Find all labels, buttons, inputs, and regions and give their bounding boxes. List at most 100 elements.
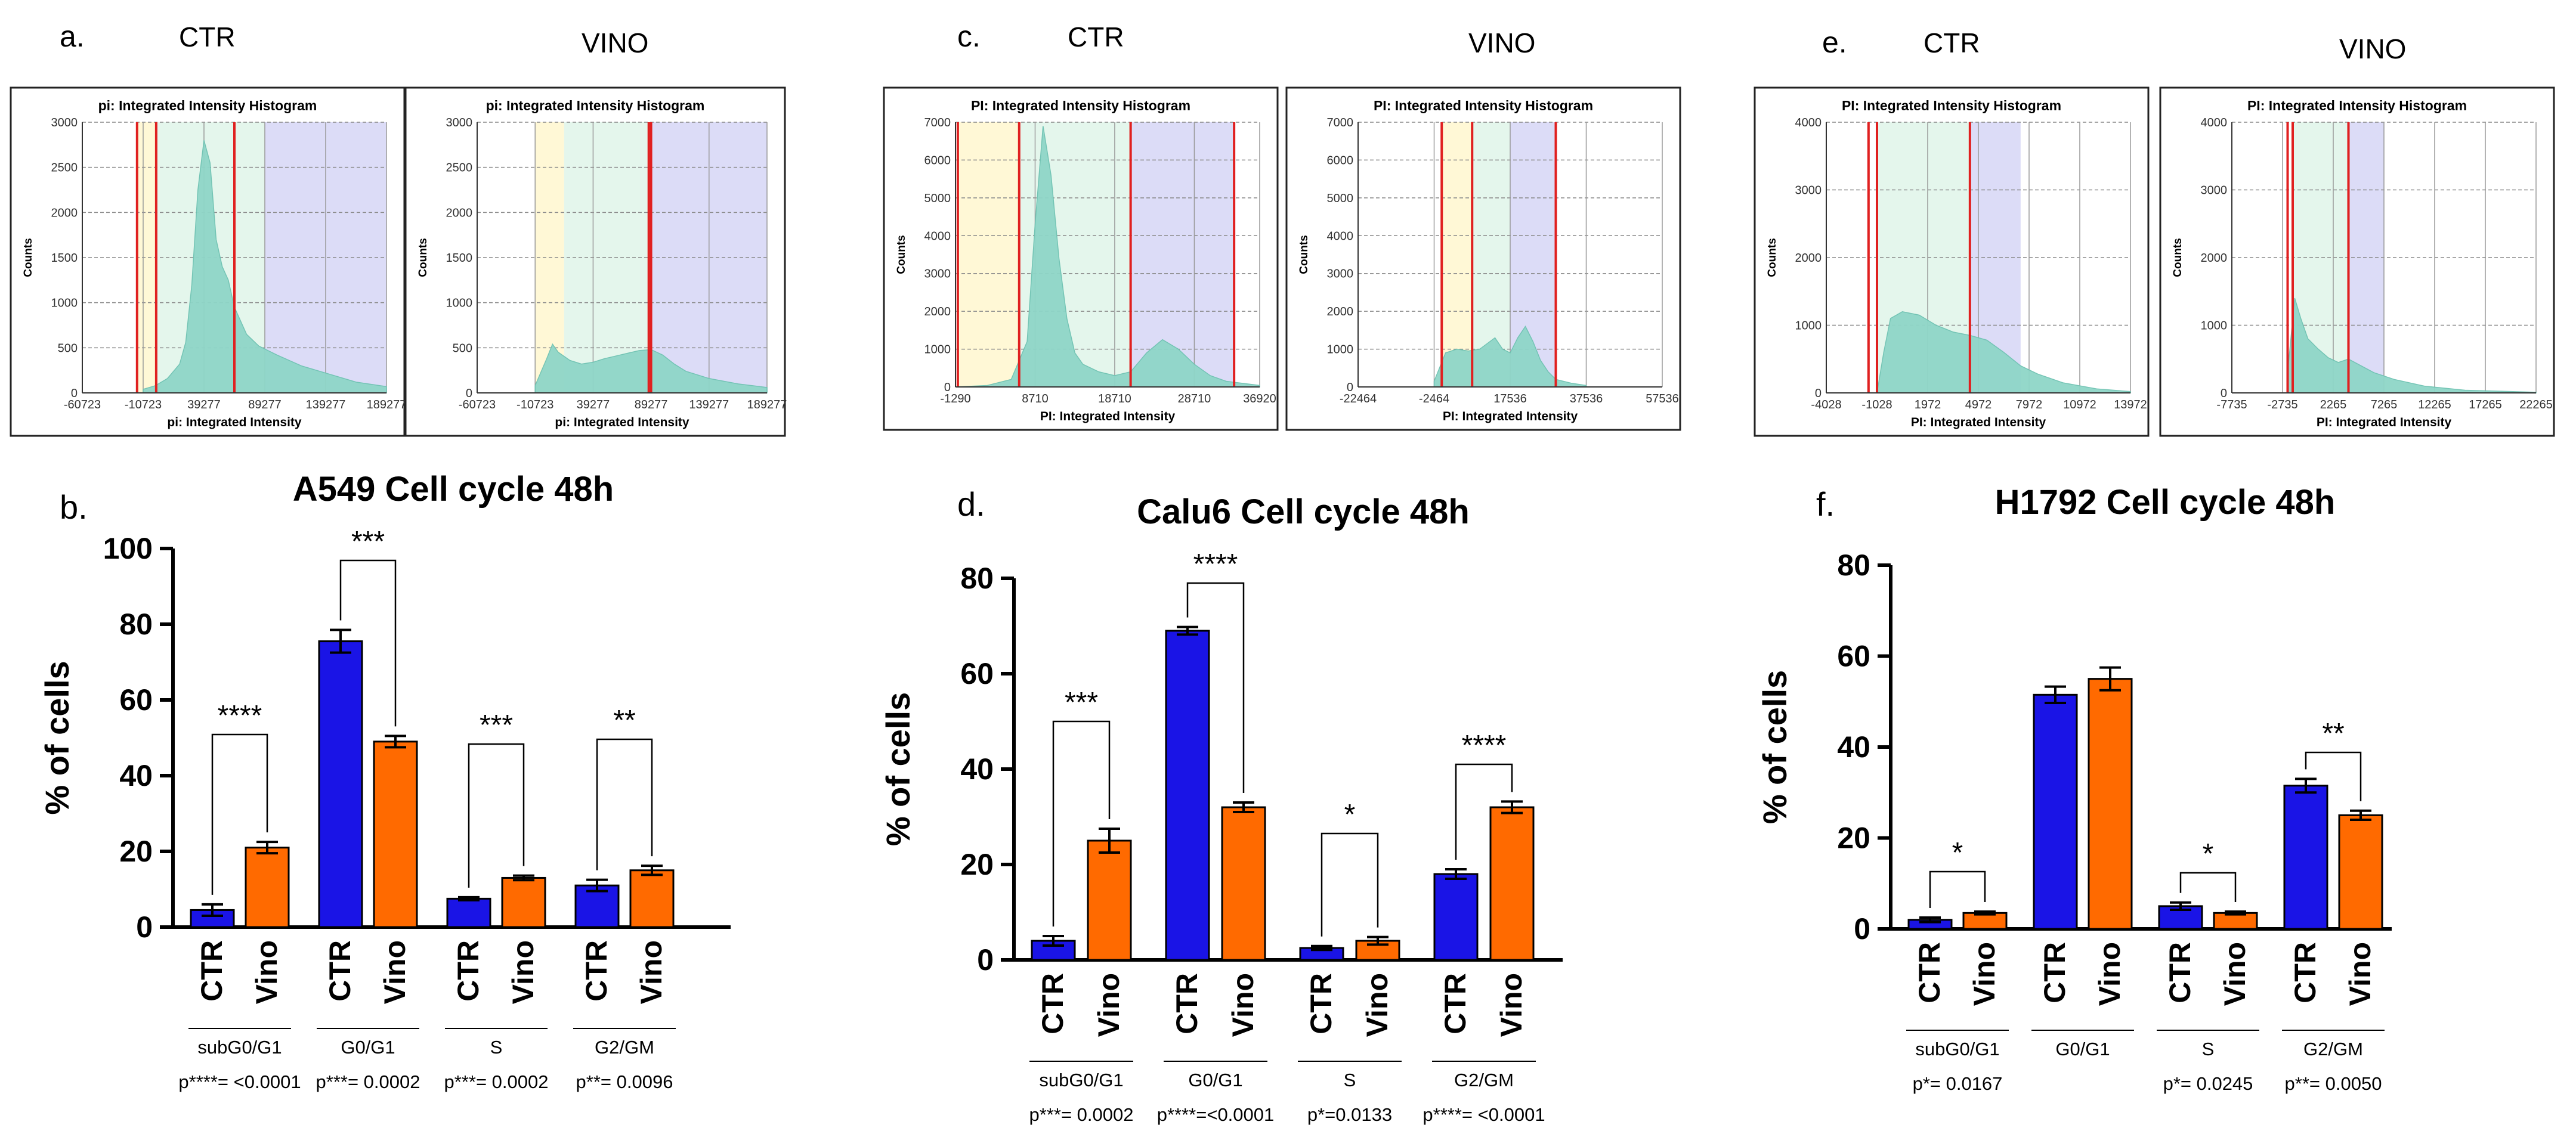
- significance-marker: ***: [480, 709, 513, 741]
- bar-ctr-2: [446, 897, 491, 928]
- group-label: G2/GM: [595, 1037, 654, 1058]
- x-tick-label: -4028: [1811, 398, 1841, 411]
- histogram-x-label: pi: Integrated Intensity: [555, 416, 689, 429]
- bar-ctr-3: [574, 884, 620, 928]
- label-d: d.: [957, 485, 985, 523]
- histogram-title: pi: Integrated Intensity Histogram: [98, 98, 317, 113]
- bar-label: Vino: [1360, 973, 1394, 1037]
- bar-label: CTR: [1170, 973, 1204, 1034]
- bar-vino-0: [245, 847, 290, 928]
- y-tick-label: 0: [2221, 387, 2227, 400]
- y-tick-label: 6000: [1327, 154, 1354, 167]
- x-tick-label: 7265: [2371, 398, 2398, 411]
- group-label: G0/G1: [341, 1037, 395, 1058]
- bar-label: Vino: [635, 940, 668, 1004]
- significance-marker: ***: [1065, 687, 1098, 718]
- significance-marker: ****: [1193, 549, 1238, 580]
- bar-chart-title: A549 Cell cycle 48h: [293, 470, 614, 509]
- y-tick-label: 500: [453, 342, 472, 355]
- p-value-label: p**= 0.0050: [2285, 1073, 2382, 1094]
- x-tick-label: 7972: [2016, 398, 2043, 411]
- significance-marker: ****: [1462, 730, 1507, 761]
- y-tick-label: 20: [960, 848, 994, 881]
- x-tick-label: 28710: [1178, 392, 1211, 405]
- y-tick-label: 1000: [1795, 320, 1822, 333]
- histogram-panel-a-vino: pi: Integrated Intensity Histogram 0 500 10…: [404, 86, 787, 437]
- p-value-label: p****= <0.0001: [1422, 1104, 1545, 1125]
- significance-bracket: [211, 733, 268, 895]
- y-tick-label: 7000: [924, 116, 951, 129]
- bar-label: Vino: [1495, 973, 1528, 1037]
- bar-vino-0: [1087, 839, 1132, 961]
- p-value-label: p*= 0.0167: [1913, 1073, 2003, 1094]
- x-tick-label: 13972: [2114, 398, 2147, 411]
- x-tick-label: -2464: [1419, 392, 1449, 405]
- y-tick-label: 3000: [446, 116, 473, 129]
- y-tick-label: 2000: [1795, 252, 1822, 265]
- bar-label: Vino: [2218, 942, 2252, 1006]
- x-tick-label: -10723: [125, 398, 162, 411]
- x-tick-label: 89277: [635, 398, 668, 411]
- group-label: subG0/G1: [197, 1037, 282, 1058]
- y-tick-label: 0: [136, 910, 153, 944]
- bar-ctr-3: [2283, 785, 2328, 930]
- label-a-vino: VINO: [582, 27, 648, 58]
- label-c-vino: VINO: [1468, 27, 1535, 58]
- x-tick-label: 1972: [1915, 398, 1941, 411]
- y-tick-label: 0: [71, 387, 78, 400]
- bar-ctr-3: [1433, 873, 1479, 961]
- histogram-title: PI: Integrated Intensity Histogram: [1842, 98, 2061, 113]
- bar-label: Vino: [378, 940, 412, 1004]
- label-a: a.: [60, 20, 85, 53]
- histogram-title: PI: Integrated Intensity Histogram: [2247, 98, 2467, 113]
- y-tick-label: 0: [977, 943, 994, 977]
- charts: pi: Integrated Intensity Histogram 0 500 10…: [10, 86, 2555, 1125]
- y-tick-label: 40: [960, 752, 994, 786]
- y-tick-label: 4000: [924, 230, 951, 243]
- histogram-title: pi: Integrated Intensity Histogram: [486, 98, 705, 113]
- histogram-panel-a-ctr: pi: Integrated Intensity Histogram 0 500 10…: [10, 86, 406, 437]
- y-tick-label: 6000: [924, 154, 951, 167]
- x-tick-label: -1290: [940, 392, 970, 405]
- x-tick-label: -60723: [459, 398, 496, 411]
- histogram-panel-c-vino: PI: Integrated Intensity Histogram 0 1000 2…: [1285, 86, 1681, 431]
- x-tick-label: 139277: [689, 398, 729, 411]
- significance-bracket: [2179, 872, 2237, 903]
- y-axis-label: % of cells: [879, 692, 917, 846]
- label-a-ctr: CTR: [179, 21, 236, 52]
- bar-label: Vino: [2343, 942, 2377, 1006]
- p-value-label: p***= 0.0002: [316, 1071, 420, 1092]
- bar-label: CTR: [2163, 942, 2197, 1003]
- y-tick-label: 1000: [1327, 343, 1354, 357]
- x-tick-label: 36920: [1243, 392, 1276, 405]
- bar-chart-title: Calu6 Cell cycle 48h: [1137, 492, 1470, 531]
- y-tick-label: 0: [1854, 912, 1870, 946]
- gate-region-subg0: [957, 122, 1019, 387]
- bar-label: Vino: [250, 940, 283, 1004]
- y-tick-label: 40: [1837, 730, 1870, 764]
- bar-label: CTR: [1036, 973, 1069, 1034]
- bar-ctr-1: [2033, 693, 2078, 930]
- group-label: G0/G1: [2055, 1039, 2110, 1059]
- bar-label: CTR: [323, 940, 357, 1002]
- gate-region-subg0: [137, 122, 156, 393]
- bar-vino-1: [373, 740, 418, 928]
- histogram-area: [1876, 311, 2131, 393]
- y-tick-label: 1000: [924, 343, 951, 357]
- significance-marker: ***: [351, 526, 385, 557]
- bar-vino-2: [501, 876, 546, 928]
- x-tick-label: 57536: [1646, 392, 1679, 405]
- significance-bracket: [1052, 720, 1111, 927]
- y-tick-label: 20: [119, 835, 153, 868]
- x-tick-label: -2735: [2267, 398, 2297, 411]
- bar-vino-3: [629, 869, 675, 928]
- x-tick-label: 89277: [248, 398, 282, 411]
- histogram-x-label: pi: Integrated Intensity: [167, 416, 302, 429]
- x-tick-label: -60723: [64, 398, 101, 411]
- x-tick-label: 2265: [2320, 398, 2347, 411]
- x-tick-label: 139277: [306, 398, 346, 411]
- bar-vino-3: [1489, 806, 1535, 961]
- group-label: G2/GM: [1454, 1070, 1514, 1090]
- gate-region-g2m: [1130, 122, 1235, 387]
